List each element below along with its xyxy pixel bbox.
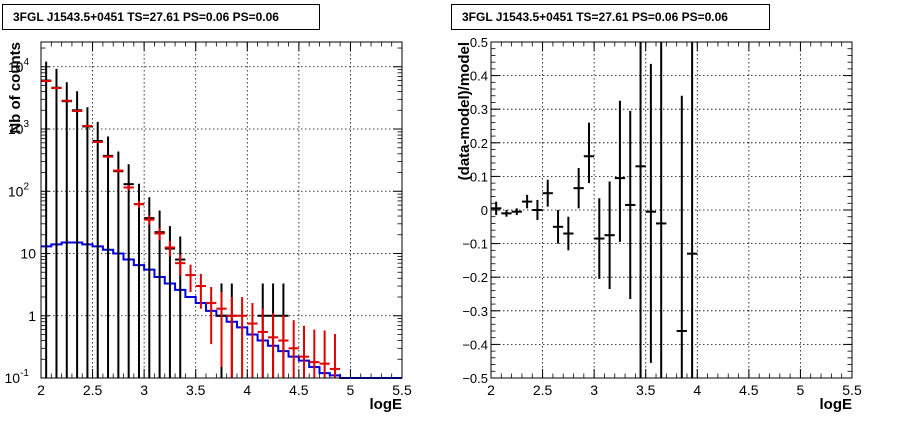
y-tick-label: 103 <box>8 119 30 137</box>
y-tick-label: 1 <box>28 308 36 324</box>
y-axis-label: (data-model)/model <box>456 42 473 180</box>
y-tick-label: −0.1 <box>462 237 488 252</box>
residual-plot-title-text: 3FGL J1543.5+0451 TS=27.61 PS=0.06 PS=0.… <box>462 10 728 24</box>
y-tick-label: −0.4 <box>462 337 488 352</box>
y-tick-label: 0.3 <box>470 102 488 117</box>
x-tick-label: 5 <box>347 382 355 398</box>
plot-frame <box>40 41 403 379</box>
y-tick-label: 102 <box>8 181 30 199</box>
x-tick-label: 5.5 <box>392 382 412 398</box>
x-tick-label: 3.5 <box>186 382 206 398</box>
plot-frame <box>490 41 853 379</box>
x-tick-label: 3.5 <box>636 382 656 398</box>
y-tick-label: −0.3 <box>462 304 488 319</box>
x-tick-label: 2 <box>37 382 45 398</box>
x-tick-label: 2.5 <box>533 382 553 398</box>
counts-plot-title: 3FGL J1543.5+0451 TS=27.61 PS=0.06 PS=0.… <box>2 4 320 30</box>
y-tick-label: 10 <box>20 246 36 262</box>
counts-plot-title-text: 3FGL J1543.5+0451 TS=27.61 PS=0.06 PS=0.… <box>13 10 279 24</box>
y-tick-label: 0.1 <box>470 169 488 184</box>
x-tick-label: 4 <box>243 382 251 398</box>
x-tick-label: 2.5 <box>83 382 103 398</box>
x-tick-label: 3 <box>140 382 148 398</box>
y-tick-label: 0 <box>481 203 488 218</box>
y-tick-label: 0.5 <box>470 35 488 50</box>
x-tick-label: 4 <box>693 382 701 398</box>
y-axis-label: Nb of counts <box>7 42 24 134</box>
x-tick-label: 4.5 <box>289 382 309 398</box>
y-tick-label: 104 <box>8 57 30 75</box>
y-tick-label: −0.5 <box>462 371 488 386</box>
x-tick-label: 5 <box>797 382 805 398</box>
residual-plot-panel: 2 2.5 3 3.5 4 4.5 5 5.5 −0.5 −0.4 −0.3 −0.2 −0.1 0 0.1… <box>456 35 862 413</box>
y-tick-label: 0.4 <box>470 69 488 84</box>
counts-plot-panel: 2 2.5 3 3.5 4 4.5 5 5.5 10-1 1 10 102 103 104 logE Nb o… <box>5 41 412 413</box>
x-axis-label: logE <box>820 396 853 413</box>
x-tick-label: 4.5 <box>739 382 759 398</box>
residual-plot-title: 3FGL J1543.5+0451 TS=27.61 PS=0.06 PS=0.… <box>451 4 770 30</box>
x-tick-label: 3 <box>590 382 598 398</box>
x-tick-label: 2 <box>487 382 495 398</box>
y-tick-label: −0.2 <box>462 270 488 285</box>
y-tick-label: 0.2 <box>470 136 488 151</box>
y-tick-label: 10-1 <box>5 368 30 386</box>
x-axis-label: logE <box>370 396 403 413</box>
x-tick-label: 5.5 <box>842 382 862 398</box>
